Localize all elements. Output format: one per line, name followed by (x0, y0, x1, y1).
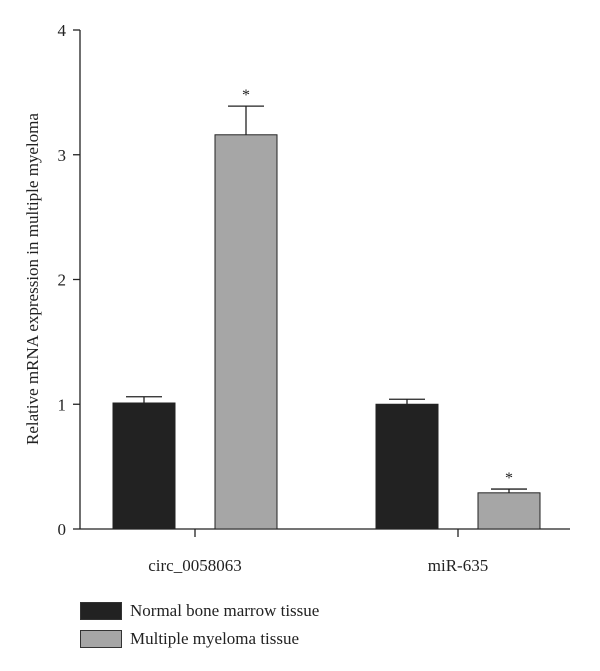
bar-normal-0 (112, 402, 176, 530)
y-tick-label-3: 3 (58, 146, 67, 165)
y-tick-label-4: 4 (58, 21, 67, 40)
significance-marker-1-1: * (505, 470, 513, 487)
legend-swatch-normal (80, 602, 122, 620)
y-tick-label-0: 0 (58, 520, 67, 539)
y-axis-label: Relative mRNA expression in multiple mye… (23, 113, 42, 445)
legend-label-normal: Normal bone marrow tissue (130, 601, 320, 620)
bar-normal-1 (375, 403, 439, 530)
y-tick-label-2: 2 (58, 271, 67, 290)
axes: 0 1 2 3 4 circ_0058063 miR-635 (58, 21, 570, 575)
x-tick-label-1: miR-635 (428, 556, 488, 575)
legend-item-myeloma: Multiple myeloma tissue (80, 626, 319, 652)
legend-swatch-myeloma (80, 630, 122, 648)
significance-marker-1-0: * (242, 87, 250, 104)
legend-item-normal: Normal bone marrow tissue (80, 598, 319, 624)
y-tick-label-1: 1 (58, 395, 67, 414)
bar-myeloma-0 (214, 134, 278, 530)
bars: ** (112, 87, 541, 530)
x-tick-label-0: circ_0058063 (148, 556, 241, 575)
legend: Normal bone marrow tissue Multiple myelo… (80, 598, 319, 654)
legend-label-myeloma: Multiple myeloma tissue (130, 629, 300, 648)
bar-myeloma-1 (477, 492, 541, 530)
